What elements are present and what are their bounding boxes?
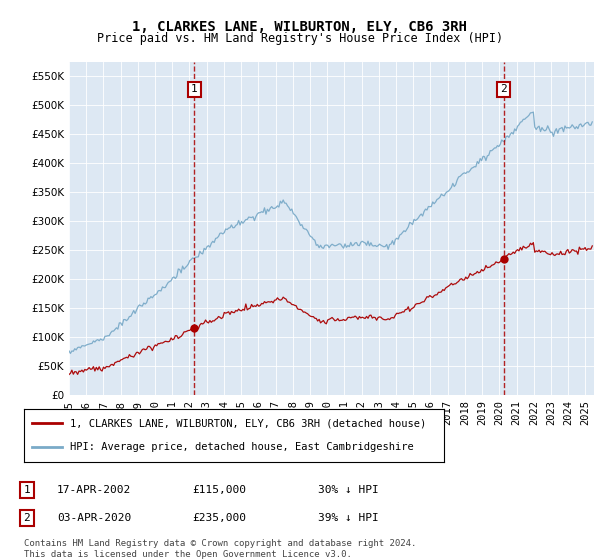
Text: 1: 1 <box>191 85 198 95</box>
Text: 1, CLARKES LANE, WILBURTON, ELY, CB6 3RH (detached house): 1, CLARKES LANE, WILBURTON, ELY, CB6 3RH… <box>70 418 427 428</box>
Text: 39% ↓ HPI: 39% ↓ HPI <box>318 513 379 523</box>
Text: Contains HM Land Registry data © Crown copyright and database right 2024.: Contains HM Land Registry data © Crown c… <box>24 539 416 548</box>
Text: 2: 2 <box>500 85 507 95</box>
Text: 1: 1 <box>23 485 31 495</box>
Text: HPI: Average price, detached house, East Cambridgeshire: HPI: Average price, detached house, East… <box>70 442 414 452</box>
Text: £235,000: £235,000 <box>192 513 246 523</box>
Text: 03-APR-2020: 03-APR-2020 <box>57 513 131 523</box>
Text: 17-APR-2002: 17-APR-2002 <box>57 485 131 495</box>
Text: 1, CLARKES LANE, WILBURTON, ELY, CB6 3RH: 1, CLARKES LANE, WILBURTON, ELY, CB6 3RH <box>133 20 467 34</box>
Text: £115,000: £115,000 <box>192 485 246 495</box>
Text: 30% ↓ HPI: 30% ↓ HPI <box>318 485 379 495</box>
Text: 2: 2 <box>23 513 31 523</box>
Text: Price paid vs. HM Land Registry's House Price Index (HPI): Price paid vs. HM Land Registry's House … <box>97 32 503 45</box>
Text: This data is licensed under the Open Government Licence v3.0.: This data is licensed under the Open Gov… <box>24 550 352 559</box>
